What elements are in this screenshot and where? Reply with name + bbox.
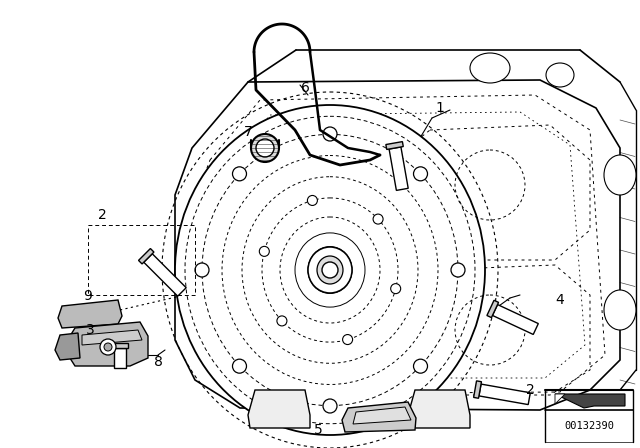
Polygon shape	[342, 402, 416, 432]
Ellipse shape	[104, 343, 112, 351]
Text: 00132390: 00132390	[564, 421, 614, 431]
Ellipse shape	[256, 139, 274, 157]
Polygon shape	[555, 394, 565, 404]
Ellipse shape	[232, 167, 246, 181]
Text: 4: 4	[556, 293, 564, 307]
Polygon shape	[114, 348, 126, 368]
Ellipse shape	[390, 284, 401, 293]
Polygon shape	[82, 330, 142, 345]
Polygon shape	[144, 254, 186, 296]
Polygon shape	[386, 142, 403, 150]
Polygon shape	[555, 394, 625, 408]
Text: 7: 7	[244, 125, 252, 139]
Ellipse shape	[451, 263, 465, 277]
Text: 9: 9	[84, 289, 92, 303]
Polygon shape	[68, 322, 148, 366]
Ellipse shape	[307, 195, 317, 206]
Ellipse shape	[604, 155, 636, 195]
Polygon shape	[479, 384, 531, 405]
Ellipse shape	[232, 359, 246, 373]
Text: 3: 3	[86, 323, 94, 337]
Ellipse shape	[322, 262, 338, 278]
Text: 2: 2	[98, 208, 106, 222]
Text: 8: 8	[154, 355, 163, 369]
Polygon shape	[492, 305, 538, 335]
Text: 5: 5	[314, 423, 323, 437]
Polygon shape	[353, 407, 411, 424]
Polygon shape	[58, 300, 122, 328]
Ellipse shape	[342, 335, 353, 345]
Polygon shape	[474, 381, 481, 398]
Ellipse shape	[175, 105, 485, 435]
Polygon shape	[138, 249, 154, 264]
Polygon shape	[175, 80, 620, 410]
Text: 6: 6	[301, 81, 309, 95]
Ellipse shape	[413, 359, 428, 373]
Ellipse shape	[100, 339, 116, 355]
Ellipse shape	[373, 214, 383, 224]
Ellipse shape	[308, 247, 352, 293]
Ellipse shape	[323, 399, 337, 413]
Ellipse shape	[195, 263, 209, 277]
Polygon shape	[389, 147, 408, 190]
Polygon shape	[487, 300, 499, 318]
Ellipse shape	[251, 134, 279, 162]
Ellipse shape	[259, 246, 269, 256]
Text: 1: 1	[436, 101, 444, 115]
Ellipse shape	[546, 63, 574, 87]
Ellipse shape	[413, 167, 428, 181]
Ellipse shape	[277, 316, 287, 326]
Polygon shape	[248, 390, 310, 428]
Polygon shape	[408, 390, 470, 428]
Ellipse shape	[470, 53, 510, 83]
Ellipse shape	[317, 256, 343, 284]
Polygon shape	[55, 333, 80, 360]
Ellipse shape	[323, 127, 337, 141]
Ellipse shape	[604, 290, 636, 330]
Polygon shape	[111, 343, 129, 348]
Text: 2: 2	[525, 383, 534, 397]
